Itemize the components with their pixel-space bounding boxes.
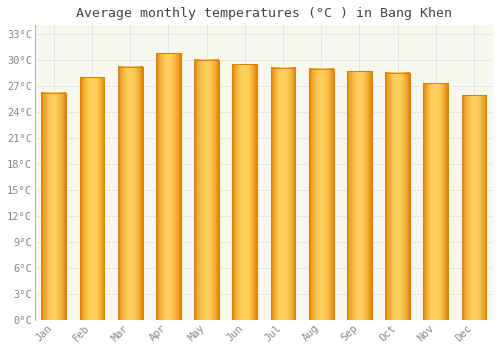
Title: Average monthly temperatures (°C ) in Bang Khen: Average monthly temperatures (°C ) in Ba… [76, 7, 452, 20]
Bar [424, 83, 448, 320]
Bar [156, 53, 181, 320]
Bar [309, 69, 334, 320]
Bar [462, 96, 486, 320]
Bar [42, 93, 66, 320]
Bar [194, 60, 219, 320]
Bar [118, 67, 142, 320]
Bar [424, 83, 448, 320]
Bar [80, 77, 104, 320]
Bar [270, 68, 295, 320]
Bar [118, 67, 142, 320]
Bar [270, 68, 295, 320]
Bar [347, 71, 372, 320]
Bar [156, 53, 181, 320]
Bar [385, 73, 410, 320]
Bar [232, 64, 257, 320]
Bar [462, 96, 486, 320]
Bar [42, 93, 66, 320]
Bar [80, 77, 104, 320]
Bar [347, 71, 372, 320]
Bar [309, 69, 334, 320]
Bar [232, 64, 257, 320]
Bar [385, 73, 410, 320]
Bar [194, 60, 219, 320]
